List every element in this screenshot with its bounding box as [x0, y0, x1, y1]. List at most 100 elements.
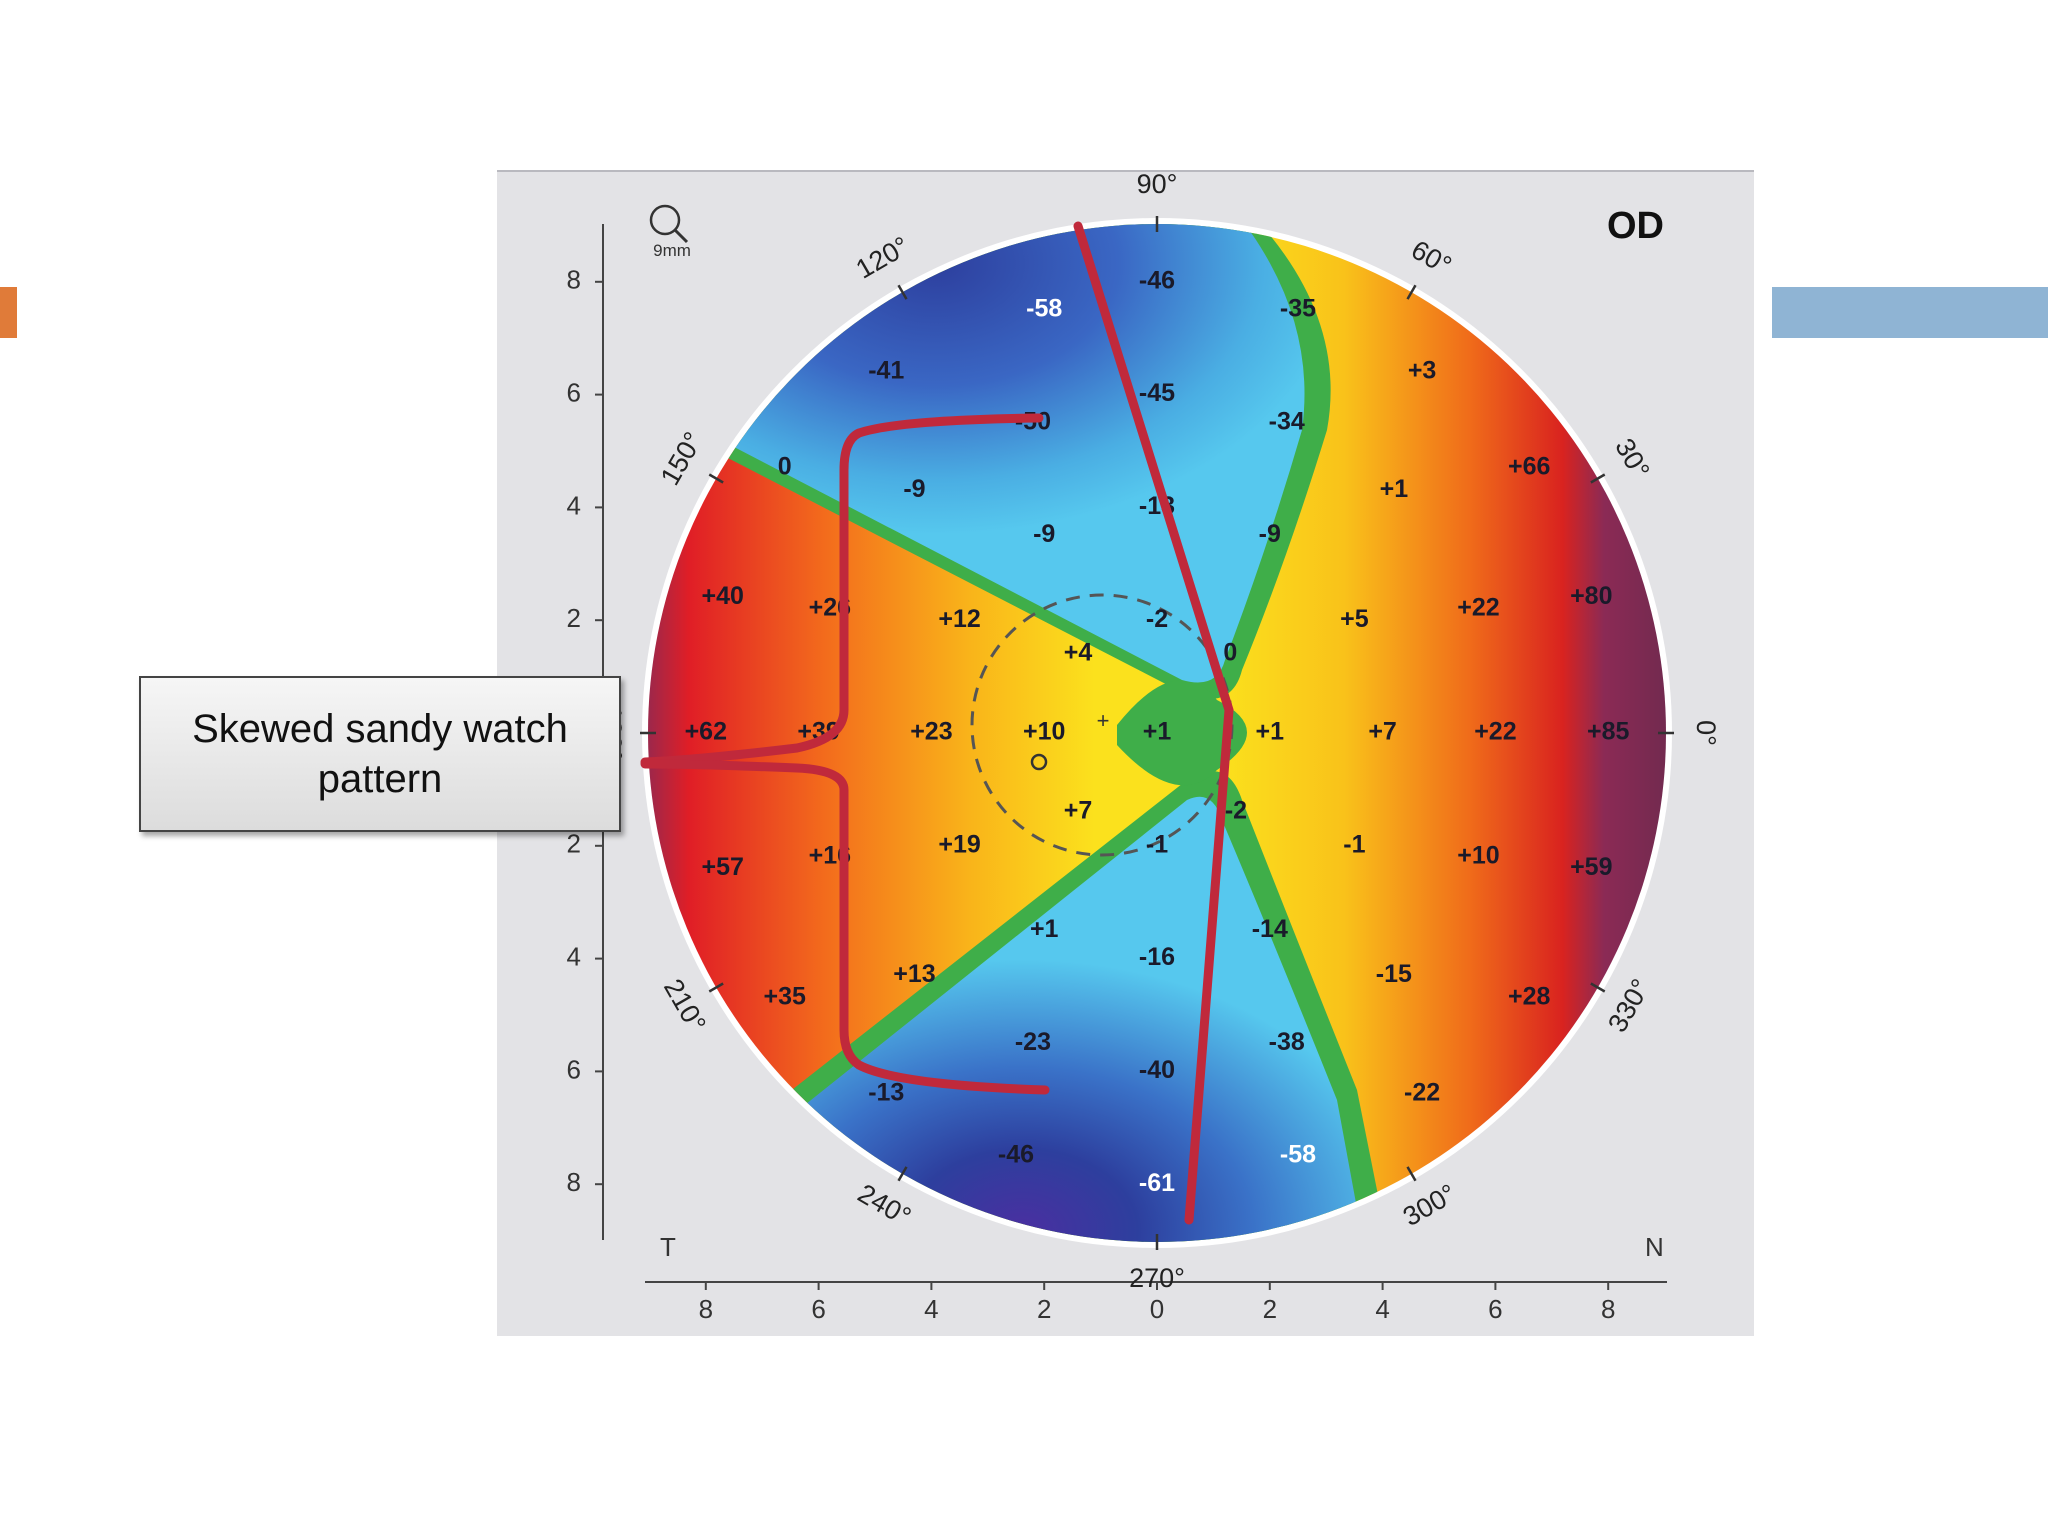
angle-tick [897, 1166, 908, 1182]
angle-tick [897, 284, 908, 300]
elevation-value: -46 [1139, 266, 1175, 294]
angle-tick [708, 473, 724, 484]
elevation-value: -2 [1225, 797, 1247, 825]
elevation-value: +1 [1143, 718, 1172, 746]
elevation-value: +35 [764, 983, 807, 1011]
elevation-value: -9 [1033, 520, 1055, 548]
elevation-map: + 9mm OD 8 6 4 2 2 4 6 8 8 6 4 2 0 2 4 6 8 0° 30° 60° 90° 1… [567, 170, 1721, 1324]
elevation-value: -35 [1280, 295, 1316, 323]
elevation-value: +3 [1408, 357, 1437, 385]
elevation-value: +12 [938, 605, 980, 633]
elevation-value: +40 [702, 582, 744, 610]
elevation-value: 0 [778, 453, 792, 481]
red-bracket-lower [640, 759, 1050, 1095]
y-tick-label: 6 [567, 377, 581, 407]
temporal-label: T [660, 1232, 676, 1262]
elevation-values: -58-46-35-41 +3-50-45-340-9-13+1+66-9 -9+4… [685, 266, 1630, 1196]
elevation-value: -38 [1269, 1028, 1305, 1056]
elevation-value: -22 [1404, 1079, 1440, 1107]
angle-tick [1590, 473, 1606, 484]
angle-label: 240° [853, 1178, 916, 1232]
y-tick-label: 8 [567, 1167, 581, 1197]
y-tick-label: 4 [567, 490, 581, 520]
angle-tick [1406, 284, 1417, 300]
angle-tick-marks [640, 216, 1674, 1250]
elevation-value: -13 [868, 1079, 904, 1107]
elevation-value: +5 [1340, 605, 1369, 633]
angle-tick [708, 982, 724, 993]
callout-text: Skewed sandy watch pattern [192, 707, 568, 801]
elevation-value: +1 [1380, 475, 1409, 503]
angle-label: 90° [1137, 170, 1178, 199]
x-tick-label: 4 [924, 1294, 938, 1324]
y-tick-label: 6 [567, 1054, 581, 1084]
elevation-value: +1 [1256, 718, 1285, 746]
x-tick-label: 6 [811, 1294, 825, 1324]
angle-label: 120° [851, 231, 914, 285]
elevation-value: -46 [998, 1141, 1034, 1169]
elevation-value: -9 [1259, 520, 1281, 548]
eye-label: OD [1607, 205, 1664, 247]
angle-label: 150° [655, 427, 709, 490]
elevation-value: -40 [1139, 1056, 1175, 1084]
elevation-value: +10 [1457, 842, 1499, 870]
angle-label: 330° [1602, 974, 1656, 1037]
elevation-value: -14 [1252, 915, 1288, 943]
elevation-value: +85 [1587, 718, 1630, 746]
elevation-value: +19 [938, 830, 980, 858]
angle-label: 300° [1398, 1178, 1461, 1232]
x-tick-label: 6 [1488, 1294, 1502, 1324]
angle-label: 270° [1129, 1263, 1185, 1293]
elevation-value: +13 [893, 960, 935, 988]
x-axis-ticks: 8 6 4 2 0 2 4 6 8 [699, 1282, 1615, 1324]
elevation-value: -2 [1146, 605, 1168, 633]
elevation-value: +7 [1368, 718, 1397, 746]
accent-bar-left [0, 287, 17, 338]
angle-label: 30° [1609, 433, 1655, 483]
x-tick-label: 0 [1150, 1294, 1164, 1324]
elevation-value: +22 [1474, 718, 1516, 746]
elevation-value: -61 [1139, 1169, 1175, 1197]
x-tick-label: 4 [1375, 1294, 1389, 1324]
x-tick-label: 8 [1601, 1294, 1615, 1324]
y-tick-label: 2 [567, 603, 581, 633]
accent-bar-right [1772, 287, 2048, 338]
elevation-value: -41 [868, 357, 904, 385]
elevation-value: +7 [1064, 797, 1093, 825]
elevation-value: +23 [910, 718, 952, 746]
elevation-value: +59 [1570, 853, 1612, 881]
elevation-value: -58 [1026, 295, 1062, 323]
x-tick-label: 2 [1037, 1294, 1051, 1324]
green-waist [1117, 680, 1247, 786]
elevation-value: +66 [1508, 453, 1550, 481]
map-center-marker: + [1097, 708, 1110, 733]
red-bracket-upper [640, 413, 1044, 767]
y-tick-label: 4 [567, 941, 581, 971]
elevation-value: +80 [1570, 582, 1612, 610]
y-axis-ticks: 8 6 4 2 2 4 6 8 [567, 265, 603, 1197]
angle-label: 210° [658, 974, 712, 1037]
elevation-value: -23 [1015, 1028, 1051, 1056]
x-tick-label: 8 [699, 1294, 713, 1324]
elevation-value: -58 [1280, 1141, 1316, 1169]
pupil-center-marker [1030, 753, 1048, 771]
elevation-value: -34 [1269, 407, 1305, 435]
y-tick-label: 8 [567, 265, 581, 295]
elevation-value: +57 [702, 853, 744, 881]
y-tick-label: 2 [567, 829, 581, 859]
angle-tick [1590, 982, 1606, 993]
angle-tick [1406, 1166, 1417, 1182]
angle-label: 0° [1691, 720, 1721, 746]
x-tick-label: 2 [1263, 1294, 1277, 1324]
elevation-value: -16 [1139, 943, 1175, 971]
elevation-value: -1 [1146, 830, 1168, 858]
scale-label: 9mm [653, 241, 691, 260]
elevation-value: -45 [1139, 379, 1175, 407]
elevation-value: +28 [1508, 983, 1551, 1011]
elevation-value: +22 [1457, 594, 1499, 622]
elevation-value: -1 [1343, 830, 1365, 858]
angle-label: 60° [1406, 234, 1456, 280]
elevation-value: +10 [1023, 718, 1065, 746]
elevation-value: +62 [685, 718, 727, 746]
magnifier-icon [649, 204, 689, 244]
